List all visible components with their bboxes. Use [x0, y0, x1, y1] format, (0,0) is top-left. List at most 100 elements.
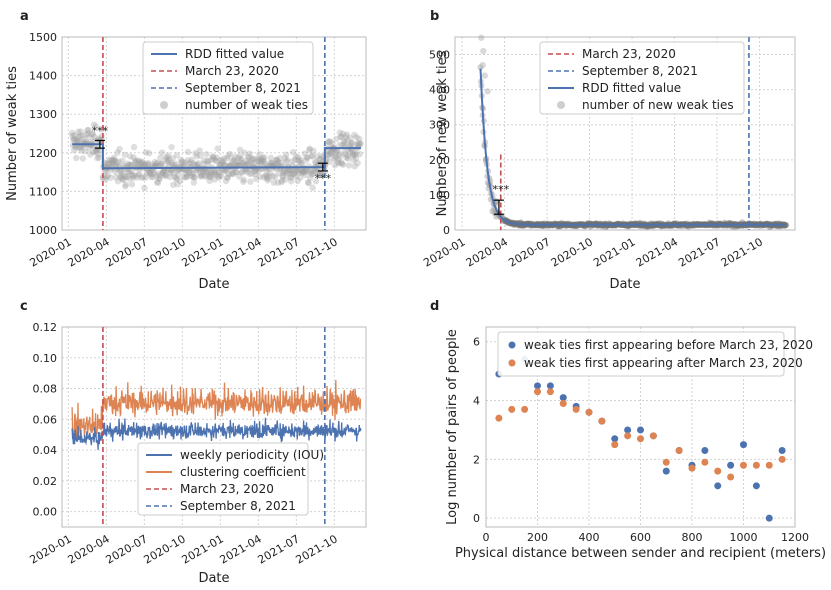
weak-ties-point	[190, 160, 197, 167]
x-tick-label: 2021-01	[591, 235, 637, 269]
weak-ties-point	[193, 161, 201, 168]
weak-ties-point	[168, 143, 175, 151]
weak-ties-point	[77, 144, 84, 152]
weak-ties-point	[300, 167, 307, 175]
weak-ties-point	[224, 174, 231, 181]
weak-ties-point	[143, 169, 151, 176]
weak-ties-point	[272, 160, 279, 168]
weak-ties-point	[245, 154, 252, 161]
legend-label: March 23, 2020	[185, 64, 279, 78]
weak-ties-point	[170, 170, 177, 177]
after-point	[701, 458, 709, 466]
weak-ties-point	[214, 145, 221, 152]
weak-ties-point	[353, 133, 360, 141]
legend-label: clustering coefficient	[180, 465, 306, 479]
legend-label: weak ties first appearing after March 23…	[524, 356, 803, 370]
panel-label: a	[20, 9, 29, 24]
y-axis-label: Log number of pairs of people	[445, 329, 460, 525]
weak-ties-point	[222, 167, 229, 174]
weak-ties-point	[296, 158, 303, 165]
before-point	[662, 467, 670, 475]
plot-frame	[485, 326, 796, 528]
after-point	[675, 447, 683, 455]
weak-ties-point	[185, 169, 192, 177]
weak-ties-point	[86, 133, 93, 141]
weak-ties-point	[127, 161, 134, 169]
weak-ties-point	[200, 168, 207, 175]
weak-ties-point	[278, 179, 285, 186]
weak-ties-point	[92, 148, 99, 156]
weak-ties-point	[354, 159, 361, 167]
rdd-fitted-line	[479, 68, 786, 226]
weak-ties-point	[228, 157, 235, 165]
weak-ties-point	[75, 133, 82, 141]
weak-ties-point	[329, 140, 336, 147]
weak-ties-point	[289, 158, 297, 165]
weak-ties-point	[229, 169, 236, 177]
weak-ties-point	[184, 157, 191, 164]
weak-ties-point	[256, 150, 263, 158]
weak-ties-point	[280, 167, 288, 174]
x-tick-label: 2020-07	[104, 532, 150, 566]
new-weak-ties-point	[478, 34, 485, 41]
weak-ties-point	[120, 175, 127, 183]
weak-ties-point	[213, 157, 220, 164]
weak-ties-point	[70, 146, 78, 154]
new-weak-ties-point	[481, 72, 488, 79]
after-point	[765, 461, 773, 469]
weak-ties-point	[231, 153, 239, 161]
weak-ties-point	[270, 179, 278, 186]
weak-ties-point	[71, 136, 79, 143]
weak-ties-point	[75, 144, 83, 151]
weak-ties-point	[209, 153, 217, 161]
weak-ties-point	[210, 170, 218, 177]
x-tick-label: 0	[483, 531, 490, 544]
weak-ties-point	[262, 160, 269, 168]
weak-ties-point	[305, 179, 312, 187]
weak-ties-point	[327, 138, 334, 145]
x-tick-label: 2020-01	[28, 532, 74, 566]
weak-ties-point	[125, 168, 132, 176]
legend-label: RDD fitted value	[582, 81, 681, 95]
weak-ties-point	[127, 153, 134, 160]
weak-ties-point	[185, 167, 193, 175]
new-weak-ties-point	[480, 47, 487, 55]
weak-ties-point	[102, 176, 109, 183]
after-point	[598, 417, 606, 425]
x-tick-label: 1200	[781, 531, 809, 544]
weak-ties-point	[336, 129, 344, 136]
weak-ties-point	[197, 173, 205, 180]
weak-ties-point	[134, 157, 141, 165]
x-axis-label: Physical distance between sender and rec…	[455, 546, 826, 561]
weak-ties-point	[342, 133, 350, 140]
weak-ties-point	[132, 158, 139, 166]
weak-ties-point	[223, 154, 231, 162]
weak-ties-point	[174, 181, 181, 188]
weak-ties-point	[311, 158, 319, 165]
weak-ties-point	[341, 138, 349, 146]
weak-ties-point	[343, 154, 350, 161]
weak-ties-point	[260, 174, 267, 181]
weak-ties-point	[221, 168, 228, 175]
weak-ties-point	[136, 159, 143, 166]
weak-ties-point	[309, 184, 316, 191]
weak-ties-point	[118, 169, 126, 177]
weak-ties-point	[77, 128, 84, 135]
weak-ties-point	[346, 149, 353, 156]
weak-ties-point	[335, 156, 342, 163]
weak-ties-point	[95, 154, 103, 161]
after-point	[752, 461, 760, 469]
weak-ties-point	[355, 141, 363, 148]
weak-ties-point	[151, 158, 159, 166]
weak-ties-point	[351, 149, 359, 156]
weak-ties-point	[263, 171, 270, 178]
weak-ties-point	[146, 169, 153, 177]
weak-ties-point	[314, 153, 321, 160]
weak-ties-point	[348, 139, 355, 147]
y-tick-label: 0.02	[33, 475, 58, 488]
weak-ties-point	[217, 161, 224, 169]
plot-frame	[61, 36, 367, 231]
legend-swatch-after	[508, 359, 516, 367]
weak-ties-point	[218, 159, 226, 166]
weak-ties-point	[162, 155, 169, 162]
